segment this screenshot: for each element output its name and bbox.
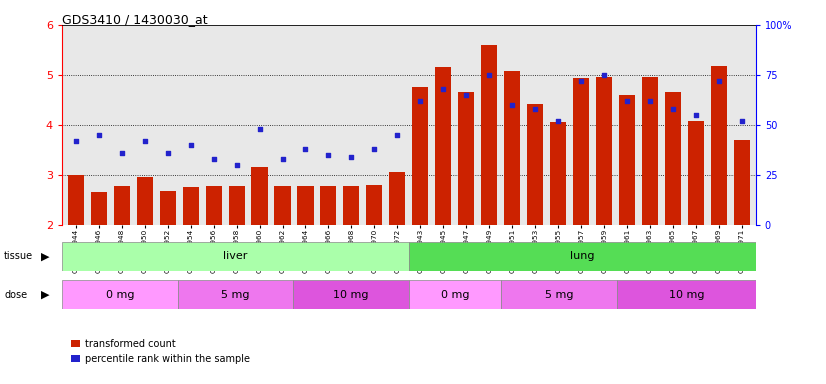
Legend: transformed count, percentile rank within the sample: transformed count, percentile rank withi… bbox=[67, 335, 254, 367]
Bar bbox=[665, 93, 681, 225]
Point bbox=[712, 78, 725, 84]
Point bbox=[276, 156, 289, 162]
Point bbox=[437, 86, 450, 92]
Bar bbox=[293, 280, 409, 309]
Text: tissue: tissue bbox=[4, 251, 33, 262]
Point bbox=[597, 72, 610, 78]
Bar bbox=[642, 78, 658, 225]
Point bbox=[161, 150, 174, 156]
Bar bbox=[114, 186, 130, 225]
Bar bbox=[711, 66, 727, 225]
Text: 0 mg: 0 mg bbox=[106, 290, 134, 300]
Bar bbox=[159, 191, 176, 225]
Point bbox=[735, 118, 748, 124]
Bar bbox=[206, 186, 221, 225]
Bar bbox=[389, 172, 406, 225]
Bar bbox=[688, 121, 704, 225]
Bar bbox=[482, 45, 497, 225]
Bar bbox=[320, 186, 336, 225]
Bar bbox=[297, 186, 314, 225]
Bar bbox=[367, 185, 382, 225]
Point bbox=[322, 152, 335, 158]
Point bbox=[690, 112, 703, 118]
Point bbox=[391, 132, 404, 138]
Point bbox=[667, 106, 680, 112]
Bar bbox=[409, 280, 501, 309]
Text: GDS3410 / 1430030_at: GDS3410 / 1430030_at bbox=[62, 13, 207, 26]
Bar bbox=[504, 71, 520, 225]
Point bbox=[207, 156, 221, 162]
Bar bbox=[136, 177, 153, 225]
Point bbox=[69, 138, 83, 144]
Bar bbox=[620, 95, 635, 225]
Point bbox=[230, 162, 243, 168]
Point bbox=[414, 98, 427, 104]
Point bbox=[482, 72, 496, 78]
Point bbox=[93, 132, 106, 138]
Bar bbox=[527, 104, 544, 225]
Text: 10 mg: 10 mg bbox=[334, 290, 368, 300]
Point bbox=[552, 118, 565, 124]
Bar bbox=[501, 280, 617, 309]
Bar bbox=[458, 93, 474, 225]
Bar bbox=[550, 122, 567, 225]
Bar bbox=[229, 186, 244, 225]
Bar bbox=[68, 175, 83, 225]
Point bbox=[344, 154, 358, 160]
Bar bbox=[274, 186, 291, 225]
Text: 5 mg: 5 mg bbox=[221, 290, 249, 300]
Bar bbox=[62, 280, 178, 309]
Text: 10 mg: 10 mg bbox=[669, 290, 704, 300]
Bar bbox=[183, 187, 198, 225]
Point bbox=[529, 106, 542, 112]
Point bbox=[253, 126, 266, 132]
Bar bbox=[251, 167, 268, 225]
Text: ▶: ▶ bbox=[41, 290, 50, 300]
Point bbox=[184, 142, 197, 148]
Point bbox=[299, 146, 312, 152]
Text: lung: lung bbox=[570, 251, 595, 262]
Point bbox=[575, 78, 588, 84]
Point bbox=[460, 92, 473, 98]
Text: liver: liver bbox=[223, 251, 248, 262]
Bar bbox=[617, 280, 756, 309]
Point bbox=[115, 150, 128, 156]
Point bbox=[620, 98, 634, 104]
Point bbox=[138, 138, 151, 144]
Bar bbox=[573, 78, 589, 225]
Point bbox=[643, 98, 657, 104]
Bar bbox=[409, 242, 756, 271]
Bar bbox=[596, 78, 612, 225]
Bar bbox=[344, 186, 359, 225]
Bar bbox=[91, 192, 107, 225]
Bar bbox=[412, 88, 429, 225]
Text: 5 mg: 5 mg bbox=[545, 290, 573, 300]
Bar bbox=[178, 280, 293, 309]
Point bbox=[506, 102, 519, 108]
Text: ▶: ▶ bbox=[41, 251, 50, 262]
Bar bbox=[62, 242, 409, 271]
Bar bbox=[734, 140, 750, 225]
Bar bbox=[435, 68, 451, 225]
Point bbox=[368, 146, 381, 152]
Text: 0 mg: 0 mg bbox=[441, 290, 469, 300]
Text: dose: dose bbox=[4, 290, 27, 300]
